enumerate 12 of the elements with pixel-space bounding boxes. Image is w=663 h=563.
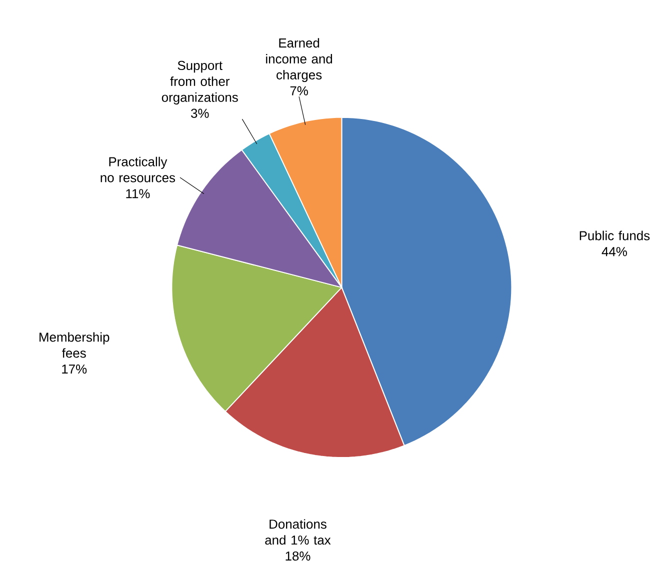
data-label: 3% (191, 108, 209, 118)
slice-label: Donations and 1% tax (265, 519, 331, 545)
data-label: 44% (602, 247, 627, 256)
slice-label: Public funds (580, 230, 650, 240)
data-label: 18% (286, 551, 310, 561)
slice-label: Support from other organizations (162, 60, 238, 104)
slice-label: Membership fees (40, 332, 110, 358)
slice-label: Practically no resources (100, 156, 176, 182)
data-label: 11% (126, 189, 150, 198)
data-label: 17% (62, 364, 87, 374)
slice-label: Earned income and charges (266, 38, 332, 82)
data-label: 7% (290, 86, 308, 96)
